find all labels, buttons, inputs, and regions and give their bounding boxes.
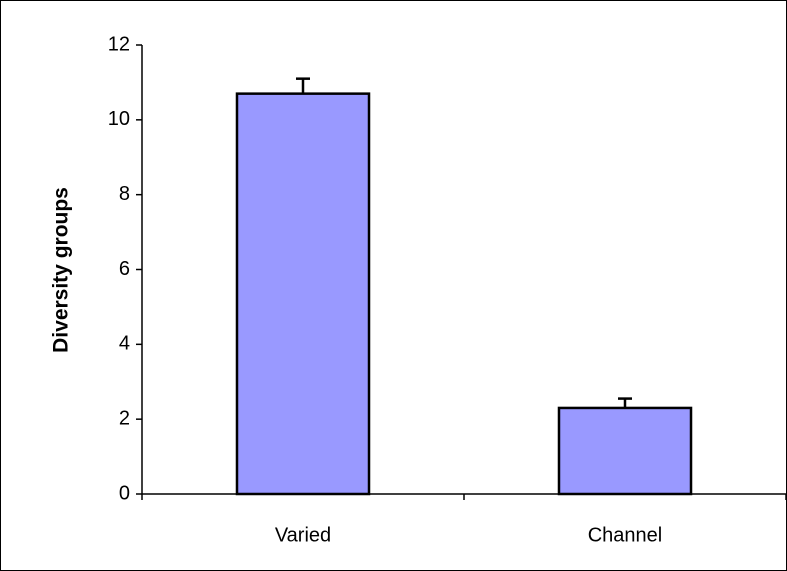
bar [235, 92, 371, 496]
x-tick-label: Channel [588, 524, 663, 546]
y-tick-label: 0 [119, 482, 130, 504]
x-tick-label: Varied [275, 524, 331, 546]
y-tick-label: 6 [119, 258, 130, 280]
y-tick-label: 8 [119, 183, 130, 205]
y-tick-label: 4 [119, 333, 130, 355]
bar [557, 406, 693, 496]
y-tick-label: 12 [108, 33, 130, 55]
y-tick-label: 10 [108, 108, 130, 130]
y-axis-label: Diversity groups [50, 187, 73, 353]
y-tick-label: 2 [119, 407, 130, 429]
